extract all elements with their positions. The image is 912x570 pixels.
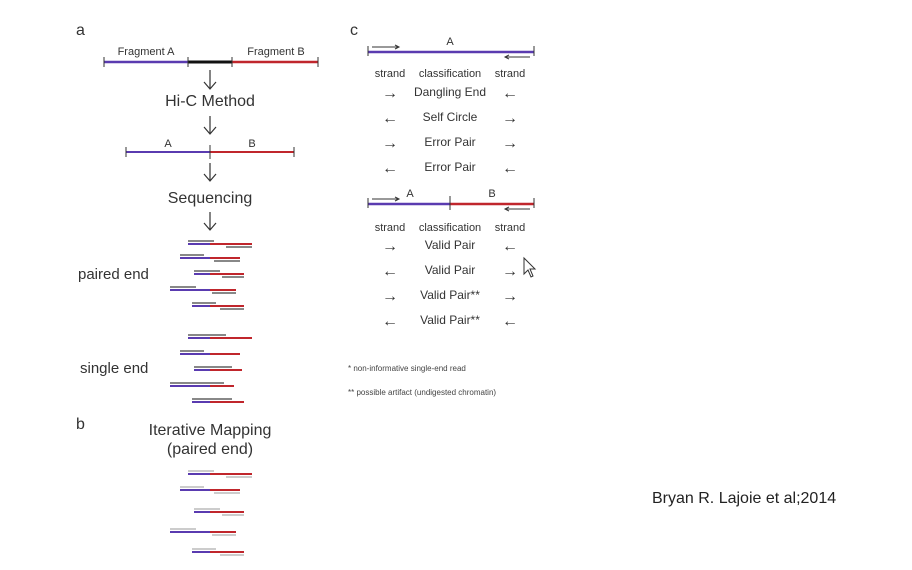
classification-label: Dangling End bbox=[413, 85, 487, 99]
header-classification: classification bbox=[418, 68, 482, 80]
ligated-ab-bar bbox=[125, 145, 295, 159]
fragment-a-short-label: A bbox=[164, 138, 172, 150]
down-arrow-icon bbox=[203, 163, 217, 182]
footnote-double: ** possible artifact (undigested chromat… bbox=[348, 388, 497, 397]
strand-arrow-left: → bbox=[382, 238, 398, 255]
strand-arrow-right: ← bbox=[502, 85, 518, 102]
panel-label-c: c bbox=[350, 22, 358, 39]
footnote-single: * non-informative single-end read bbox=[348, 364, 466, 373]
fragment-b-short-label: B bbox=[248, 138, 256, 150]
classification-label: Error Pair bbox=[424, 135, 476, 149]
single-end-reads bbox=[170, 334, 252, 403]
classification-label: Valid Pair** bbox=[420, 313, 480, 327]
fragment-a-label: Fragment A bbox=[117, 46, 175, 58]
strand-arrow-left: ← bbox=[382, 313, 398, 330]
paired-end-reads bbox=[170, 240, 252, 310]
strand-arrow-left: → bbox=[382, 85, 398, 102]
header-strand-left-2: strand bbox=[374, 222, 406, 234]
single-end-label: single end bbox=[80, 360, 149, 377]
iterative-mapping-reads bbox=[170, 470, 252, 556]
classification-label: Self Circle bbox=[422, 110, 478, 124]
mouse-pointer-icon bbox=[523, 256, 537, 278]
strand-arrow-right: → bbox=[502, 110, 518, 127]
strand-arrow-left: ← bbox=[382, 160, 398, 177]
strand-arrow-right: → bbox=[502, 288, 518, 305]
header-strand-right-2: strand bbox=[494, 222, 526, 234]
strand-arrow-left: → bbox=[382, 135, 398, 152]
strand-arrow-right: ← bbox=[502, 238, 518, 255]
strand-arrow-right: ← bbox=[502, 313, 518, 330]
header-classification-2: classification bbox=[418, 222, 482, 234]
paired-end-label: paired end bbox=[78, 266, 149, 283]
panel-label-a: a bbox=[76, 22, 85, 39]
fragment-a-label-c: A bbox=[446, 36, 454, 48]
fragment-ab-bar bbox=[103, 57, 319, 67]
panel-label-b: b bbox=[76, 416, 85, 433]
strand-arrow-right: → bbox=[502, 135, 518, 152]
iterative-mapping-subtitle: (paired end) bbox=[166, 441, 254, 458]
down-arrow-icon bbox=[203, 70, 217, 90]
strand-arrow-right: ← bbox=[502, 160, 518, 177]
classification-label: Error Pair bbox=[424, 160, 476, 174]
fragment-b-label: Fragment B bbox=[247, 46, 305, 58]
strand-arrow-left: ← bbox=[382, 263, 398, 280]
fragment-b-label-c2: B bbox=[488, 188, 496, 200]
hic-method-label: Hi-C Method bbox=[165, 93, 255, 110]
fragment-a-bar bbox=[367, 44, 535, 60]
classification-label: Valid Pair bbox=[424, 263, 476, 277]
strand-arrow-left: → bbox=[382, 288, 398, 305]
header-strand-right: strand bbox=[494, 68, 526, 80]
down-arrow-icon bbox=[203, 116, 217, 135]
fragment-a-label-c2: A bbox=[406, 188, 414, 200]
classification-label: Valid Pair bbox=[424, 238, 476, 252]
classification-label: Valid Pair** bbox=[420, 288, 480, 302]
citation: Bryan R. Lajoie et al;2014 bbox=[652, 490, 837, 507]
strand-arrow-right: → bbox=[502, 263, 518, 280]
header-strand-left: strand bbox=[374, 68, 406, 80]
strand-arrow-left: ← bbox=[382, 110, 398, 127]
down-arrow-icon bbox=[203, 212, 217, 231]
sequencing-label: Sequencing bbox=[167, 190, 253, 207]
iterative-mapping-title: Iterative Mapping bbox=[148, 422, 272, 439]
fragment-ab-bar-c bbox=[367, 196, 535, 212]
